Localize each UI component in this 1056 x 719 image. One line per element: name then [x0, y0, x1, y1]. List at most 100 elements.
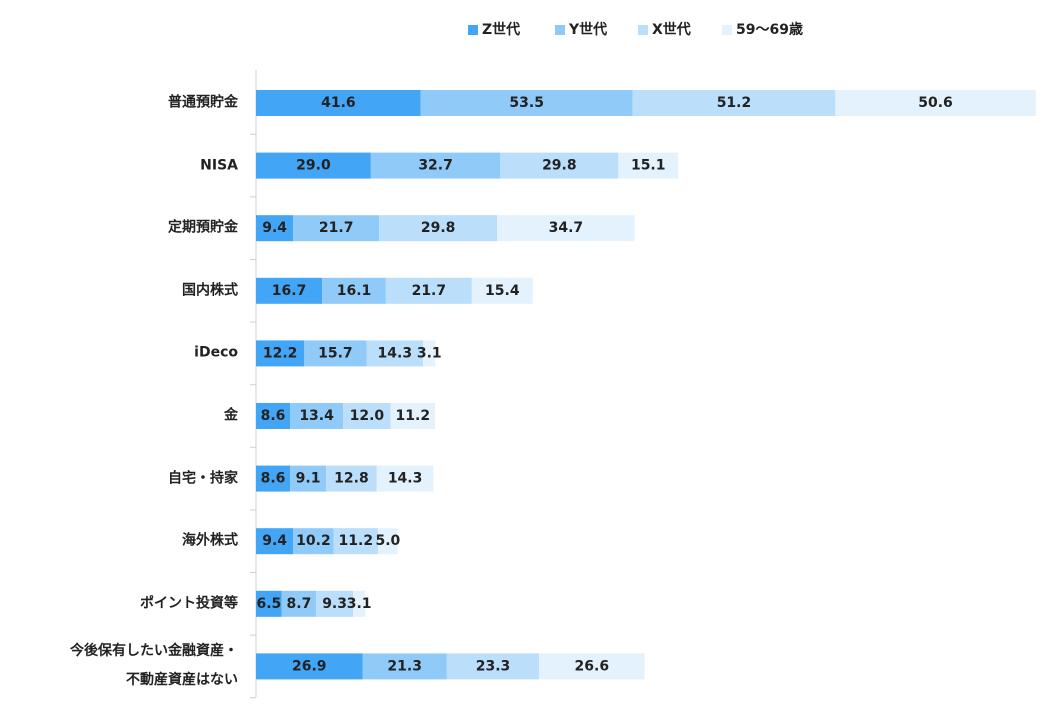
value-label: 29.8: [421, 220, 456, 236]
bar-segment: [256, 653, 363, 680]
bar-segment: [281, 590, 317, 617]
value-label: 29.0: [296, 158, 331, 174]
bar-segment: [362, 653, 447, 680]
value-label: 15.7: [318, 345, 353, 361]
bar-segment: [500, 152, 619, 179]
value-label: 21.7: [412, 283, 447, 299]
legend-marker: [468, 25, 478, 35]
legend-marker: [555, 25, 565, 35]
legend-marker: [722, 25, 732, 35]
bar-segment: [471, 277, 533, 304]
bar-segment: [420, 90, 633, 116]
bar-segment: [343, 403, 391, 429]
bar-segment: [316, 590, 354, 617]
value-label: 29.8: [542, 158, 577, 174]
bar-segment: [835, 90, 1036, 116]
bar-segment: [376, 465, 434, 492]
value-label: 50.6: [918, 95, 953, 111]
bar-segment: [293, 215, 380, 242]
category-label: 国内株式: [182, 282, 238, 299]
value-label: 5.0: [375, 533, 400, 549]
legend-label: X世代: [652, 21, 691, 38]
bar-segment: [256, 590, 282, 617]
value-label: 15.1: [631, 158, 666, 174]
bar-segment: [256, 277, 323, 304]
category-label: NISA: [200, 157, 238, 174]
value-label: 41.6: [321, 95, 356, 111]
bar-segment: [370, 152, 501, 179]
category-label: 定期預貯金: [168, 219, 238, 236]
bar-segment: [256, 152, 371, 179]
bar-segment: [385, 277, 472, 304]
value-label: 26.6: [575, 658, 610, 674]
value-label: 14.3: [378, 345, 413, 361]
value-label: 8.7: [287, 596, 312, 612]
value-label: 12.0: [350, 408, 385, 424]
value-label: 9.4: [262, 533, 287, 549]
category-label: 海外株式: [182, 532, 238, 549]
value-label: 12.2: [263, 345, 298, 361]
value-label: 13.4: [299, 408, 334, 424]
bar-segment: [618, 152, 679, 179]
bar-segment: [293, 528, 334, 555]
legend-marker: [638, 25, 648, 35]
bar-segment: [446, 653, 540, 680]
legend-label: Y世代: [568, 21, 607, 38]
bar-segment: [290, 465, 327, 492]
bar-segment: [423, 340, 436, 367]
value-label: 53.5: [509, 95, 544, 111]
bar-segment: [304, 340, 367, 367]
category-label: ポイント投資等: [140, 595, 238, 612]
value-label: 16.7: [272, 283, 307, 299]
bar-segment: [256, 340, 305, 367]
bar-segment: [390, 403, 435, 429]
value-label: 9.3: [322, 596, 347, 612]
value-label: 3.1: [417, 345, 442, 361]
value-label: 9.4: [262, 220, 287, 236]
bar-segment: [379, 215, 498, 242]
bar-segment: [326, 465, 377, 492]
value-label: 32.7: [418, 158, 453, 174]
legend-label: 59～69歳: [736, 21, 803, 38]
category-label: iDeco: [194, 344, 238, 361]
value-label: 6.5: [256, 596, 281, 612]
category-label: 自宅・持家: [168, 470, 238, 487]
bar-segment: [377, 528, 398, 555]
bar-segment: [256, 403, 291, 429]
bar-segment: [290, 403, 344, 429]
value-label: 14.3: [388, 471, 423, 487]
value-label: 12.8: [334, 471, 369, 487]
value-label: 9.1: [296, 471, 321, 487]
bar-segment: [256, 528, 294, 555]
category-label: 今後保有したい金融資産・ 不動産資産はない: [70, 643, 238, 689]
bar-segment: [539, 653, 645, 680]
bar-segment: [256, 465, 291, 492]
category-label: 普通預貯金: [168, 94, 238, 111]
bar-segment: [256, 215, 294, 242]
value-label: 34.7: [549, 220, 584, 236]
bar-segment: [333, 528, 378, 555]
value-label: 26.9: [292, 658, 327, 674]
value-label: 8.6: [261, 408, 286, 424]
bar-segment: [256, 90, 421, 116]
category-label: 金: [224, 407, 238, 424]
value-label: 8.6: [261, 471, 286, 487]
value-label: 3.1: [347, 596, 372, 612]
value-label: 15.4: [485, 283, 520, 299]
value-label: 11.2: [339, 533, 374, 549]
bar-segment: [353, 590, 366, 617]
value-label: 21.3: [387, 658, 422, 674]
value-label: 51.2: [717, 95, 752, 111]
bar-segment: [497, 215, 635, 242]
value-label: 11.2: [396, 408, 431, 424]
value-label: 21.7: [319, 220, 354, 236]
legend-label: Z世代: [482, 21, 520, 38]
value-label: 10.2: [296, 533, 331, 549]
bar-segment: [632, 90, 836, 116]
value-label: 23.3: [476, 658, 511, 674]
value-label: 16.1: [337, 283, 372, 299]
bar-segment: [322, 277, 386, 304]
bar-segment: [366, 340, 424, 367]
